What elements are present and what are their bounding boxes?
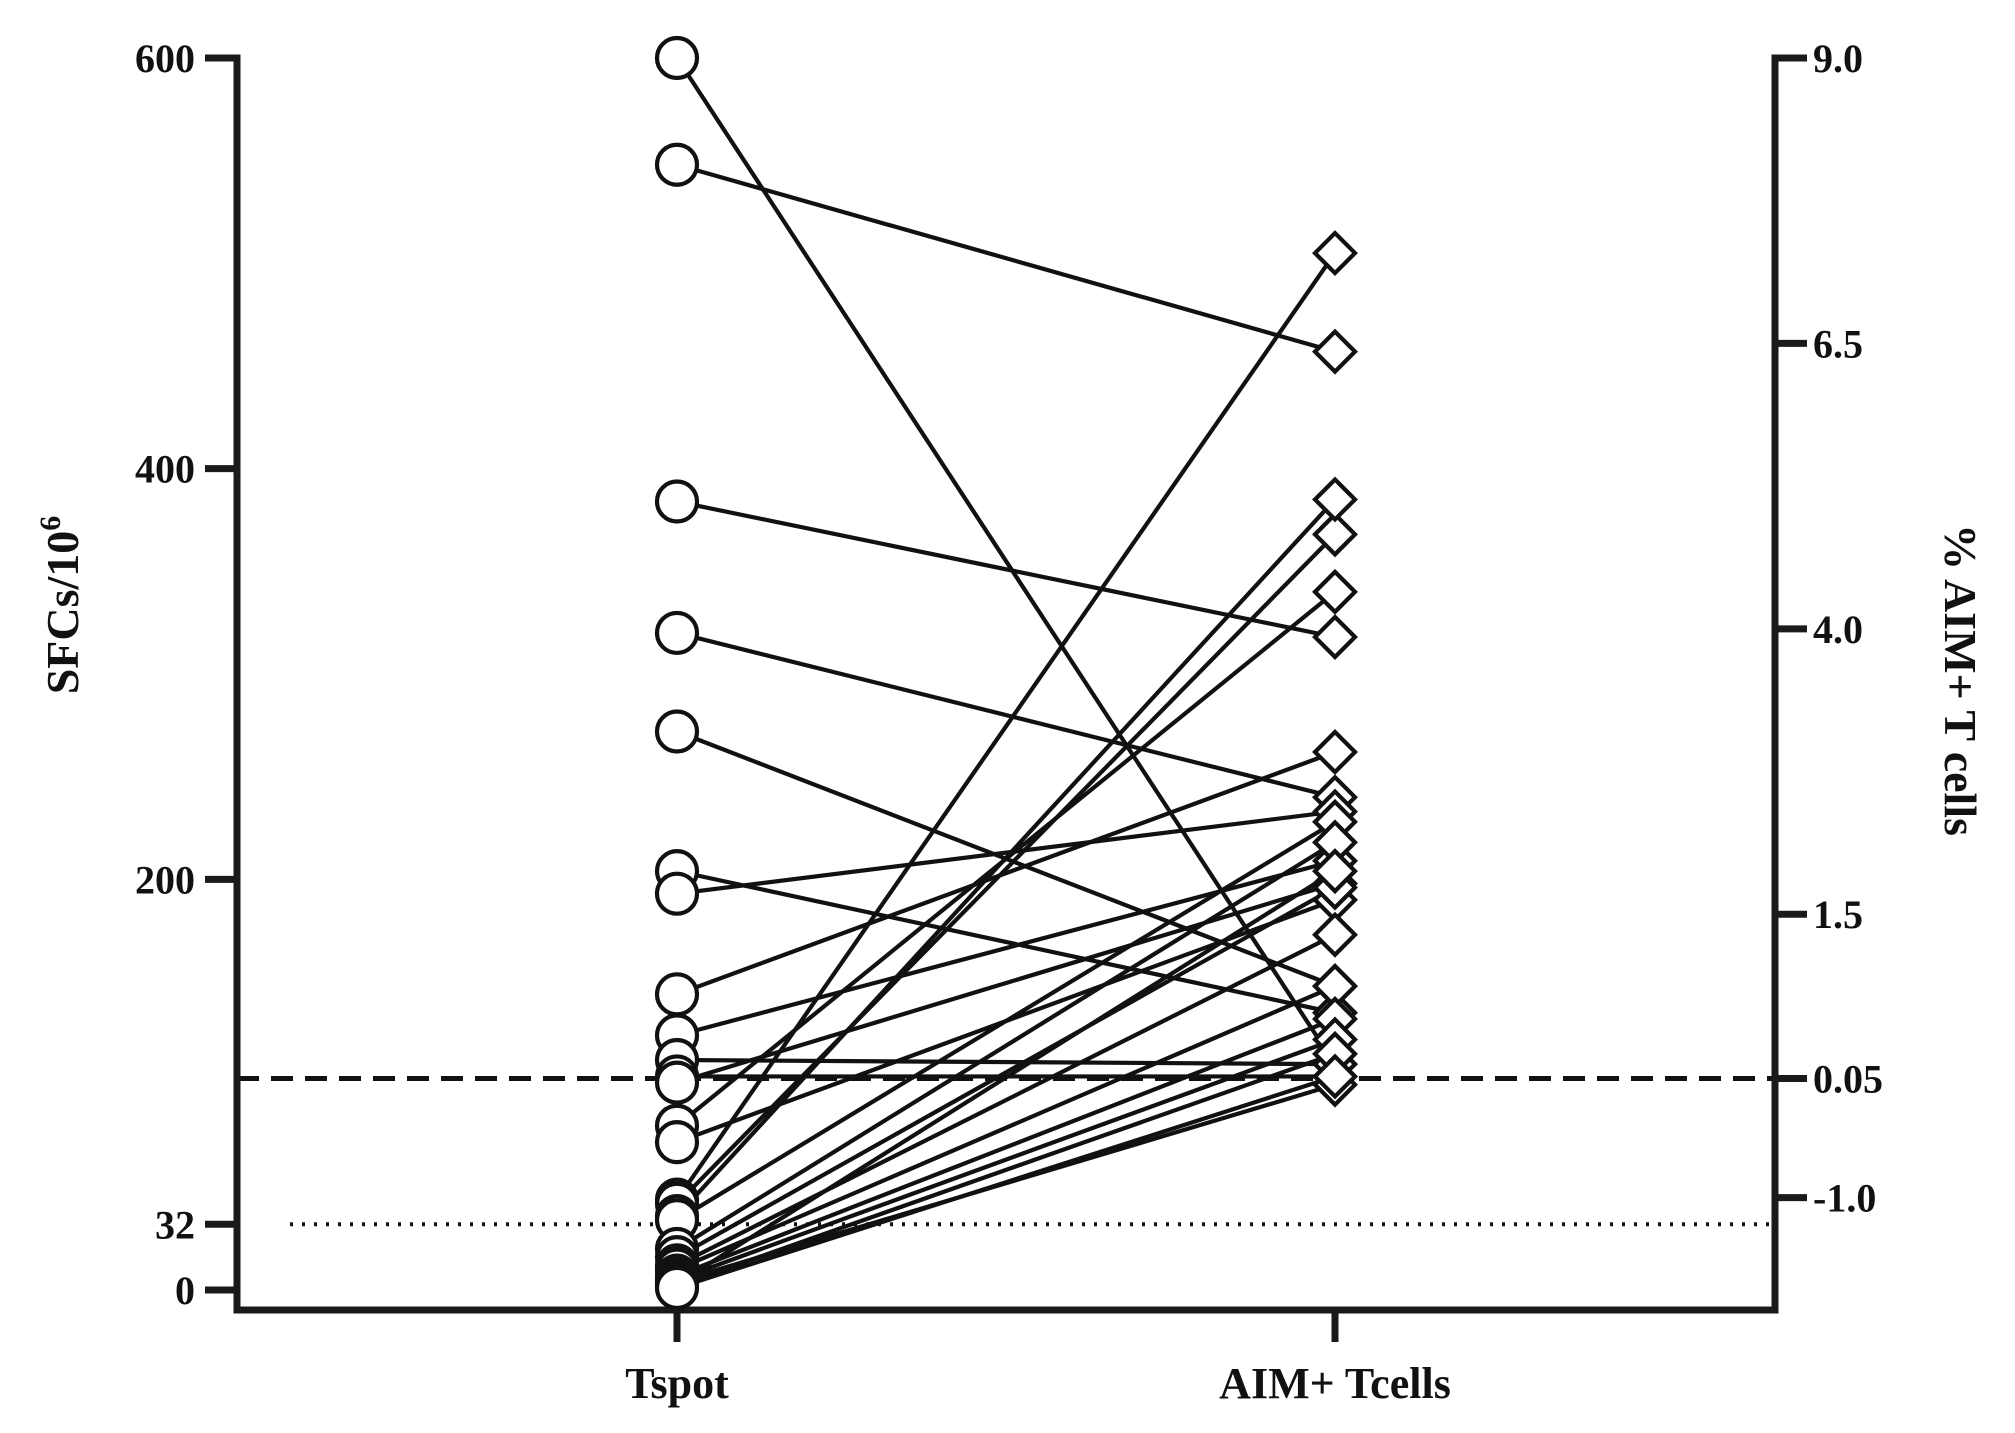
x-tick-label: Tspot — [625, 1359, 729, 1408]
y-right-tick-label: 9.0 — [1813, 36, 1863, 81]
aim-diamond-point — [1312, 511, 1358, 558]
y-axis-left-title-main: SFCs/10 — [37, 531, 88, 695]
y-left-tick-label: 200 — [135, 857, 195, 902]
aim-diamond-point — [1312, 230, 1358, 277]
pair-connector-line — [675, 251, 1337, 1201]
aim-diamond-point — [1312, 614, 1358, 661]
y-right-tick-label: 6.5 — [1813, 321, 1863, 366]
tspot-circle-point — [654, 871, 700, 916]
y-axis-left-title-superscript: 6 — [34, 516, 67, 531]
y-left-tick-label: 32 — [155, 1202, 195, 1247]
aim-diamond-point — [1312, 911, 1358, 958]
pair-connector-line — [676, 499, 1336, 640]
pair-connector-line — [676, 630, 1336, 800]
pair-connector-line — [676, 1051, 1336, 1288]
x-tick-label: AIM+ Tcells — [1219, 1359, 1451, 1408]
pair-connector-line — [675, 532, 1337, 1206]
y-left-tick-label: 400 — [135, 447, 195, 492]
y-axis-left-title: SFCs/106 — [34, 516, 88, 695]
labels: SFCs/106 % AIM+ T cells — [34, 516, 1986, 836]
tspot-circle-point — [654, 1265, 700, 1311]
paired-lines — [675, 56, 1337, 1290]
aim-diamond-point — [1312, 328, 1358, 375]
tspot-circle-point — [654, 610, 700, 656]
y-right-tick-label: 4.0 — [1813, 607, 1863, 652]
pair-connector-line — [675, 869, 1337, 1286]
pair-connector-line — [676, 984, 1336, 1272]
pair-connector-line — [675, 885, 1337, 1259]
pair-connector-line — [675, 56, 1337, 1066]
tspot-circle-point — [654, 709, 700, 754]
tspot-circle-point — [654, 142, 700, 187]
aim-diamond-point — [1312, 476, 1358, 523]
pair-connector-line — [676, 932, 1336, 1268]
tspot-circle-point — [654, 972, 700, 1017]
tspot-circle-point — [654, 1060, 700, 1105]
aim-diamond-point — [1312, 1053, 1358, 1100]
pair-connector-line — [676, 1074, 1336, 1290]
pair-connector-line — [676, 162, 1336, 354]
pair-connector-line — [676, 809, 1336, 896]
pair-connector-line — [676, 750, 1336, 997]
pair-connector-line — [676, 881, 1336, 1085]
y-right-tick-label: 0.05 — [1813, 1057, 1883, 1102]
y-left-tick-label: 0 — [175, 1268, 195, 1313]
y-right-tick-label: 1.5 — [1813, 892, 1863, 937]
y-right-tick-label: -1.0 — [1813, 1176, 1876, 1221]
pair-connector-line — [676, 1017, 1336, 1278]
aim-diamond-point — [1312, 729, 1358, 775]
tspot-circle-point — [654, 35, 700, 81]
axes: 0 32 200 400 600 9.0 6.5 4.0 1.5 0.05 -1.0 Tspot AIM… — [135, 36, 1883, 1408]
aim-diamond-point — [1312, 848, 1358, 895]
pair-connector-line — [675, 498, 1337, 1218]
tspot-circle-point — [654, 479, 700, 524]
markers — [654, 35, 1358, 1311]
pair-connector-line — [676, 1037, 1336, 1282]
aim-diamond-point — [1312, 568, 1358, 615]
y-left-tick-label: 600 — [135, 36, 195, 81]
tspot-circle-point — [654, 1120, 700, 1165]
pair-connector-line — [675, 840, 1337, 1251]
pair-connector-line — [675, 820, 1337, 1222]
y-axis-right-title: % AIM+ T cells — [1935, 524, 1986, 836]
